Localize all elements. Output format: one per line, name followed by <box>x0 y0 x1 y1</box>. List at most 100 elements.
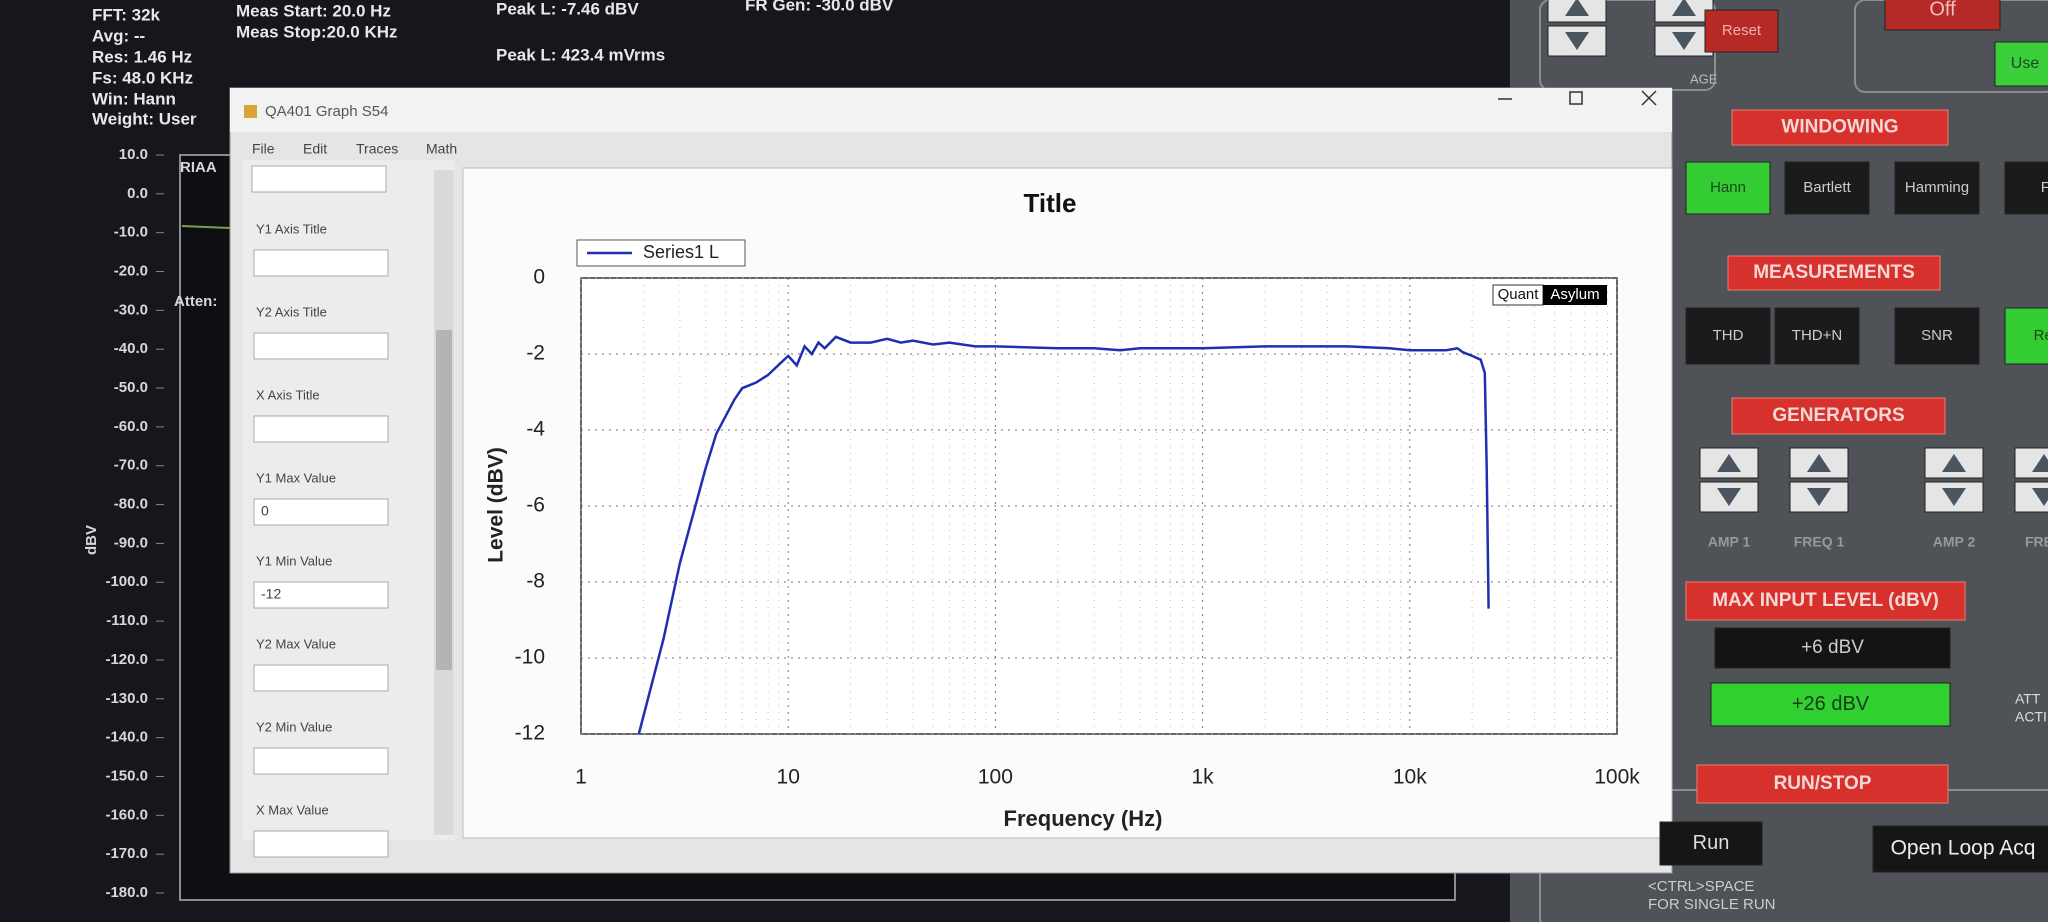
button-label: Off <box>1929 0 1956 20</box>
arrow-icon <box>1807 488 1831 506</box>
x-axis-label: Frequency (Hz) <box>1004 806 1163 831</box>
button-label: Reset <box>1722 22 1762 39</box>
button-label: THD <box>1713 327 1744 344</box>
atten-label: Atten: <box>174 293 217 310</box>
status-text: Weight: User <box>92 109 197 128</box>
field-value: 0 <box>261 503 269 519</box>
arrow-icon <box>2032 454 2048 472</box>
y-tick-label: -130.0 <box>105 690 148 707</box>
arrow-icon <box>1565 0 1589 16</box>
series-line <box>637 335 1490 735</box>
annotation-box <box>1543 285 1607 305</box>
text-box[interactable] <box>253 498 389 526</box>
field-label: Y2 Max Value <box>256 636 336 651</box>
button[interactable] <box>1894 307 1980 365</box>
app-icon <box>244 105 257 118</box>
section-header <box>1727 255 1941 291</box>
button-label: Hann <box>1710 179 1746 196</box>
section-title: MEASUREMENTS <box>1753 262 1915 283</box>
field-label: Y1 Max Value <box>256 470 336 485</box>
x-tick-label: 1k <box>1192 766 1215 789</box>
arrow-icon <box>1942 488 1966 506</box>
field-label: Y1 Min Value <box>256 553 332 568</box>
y-tick-label: -80.0 <box>114 496 148 513</box>
dialog-title: QA401 Graph S54 <box>265 103 388 120</box>
maximize-button[interactable] <box>1569 91 1583 105</box>
menu-item[interactable]: Math <box>426 141 457 157</box>
menu-item[interactable]: File <box>252 141 275 157</box>
y-tick-label: 10.0 <box>119 146 148 163</box>
menu-item[interactable]: Traces <box>356 141 398 157</box>
button[interactable] <box>2004 161 2048 215</box>
button-label: THD+N <box>1792 327 1842 344</box>
text-box[interactable] <box>253 332 389 360</box>
status-text: Avg: -- <box>92 26 145 45</box>
scrollbar-thumb[interactable] <box>436 330 452 670</box>
y-tick-label: 0 <box>533 266 545 289</box>
text-box[interactable] <box>253 581 389 609</box>
section-title: MAX INPUT LEVEL (dBV) <box>1712 590 1939 611</box>
button[interactable] <box>1774 307 1860 365</box>
y-tick-label: -90.0 <box>114 534 148 551</box>
close-button[interactable] <box>1641 90 1657 106</box>
status-text: Peak L: -7.46 dBV <box>496 0 639 18</box>
x-tick-label: 10k <box>1393 766 1427 789</box>
menu-item[interactable]: Edit <box>303 141 327 157</box>
section-title: GENERATORS <box>1772 405 1904 426</box>
arrow-icon <box>1717 488 1741 506</box>
y-tick-label: -20.0 <box>114 262 148 279</box>
text-box[interactable] <box>253 415 389 443</box>
text-box[interactable] <box>253 830 389 858</box>
field-label: Y2 Axis Title <box>256 304 327 319</box>
panel-frame <box>1854 0 2048 93</box>
button[interactable] <box>1784 161 1870 215</box>
button-label: +6 dBV <box>1801 637 1864 658</box>
button[interactable] <box>2004 307 2048 365</box>
text-box[interactable] <box>253 664 389 692</box>
button[interactable] <box>1685 161 1771 215</box>
panel-label: AGE <box>1690 71 1718 86</box>
button[interactable] <box>1994 41 2048 87</box>
status-text: Meas Start: 20.0 Hz <box>236 1 391 20</box>
y-tick-label: -4 <box>526 418 545 441</box>
button-label: Hamming <box>1905 179 1969 196</box>
button[interactable] <box>1894 161 1980 215</box>
x-tick-label: 1 <box>575 766 587 789</box>
status-text: FR Gen: -30.0 dBV <box>745 0 894 14</box>
arrow-icon <box>1672 32 1696 50</box>
button[interactable] <box>1714 627 1951 669</box>
background-trace <box>181 225 231 229</box>
field-value: -12 <box>261 586 281 602</box>
generator-label: AMP 2 <box>1933 534 1976 550</box>
y-tick-label: -12 <box>515 722 545 745</box>
y-tick-label: -6 <box>526 494 545 517</box>
button[interactable] <box>1704 9 1779 53</box>
button[interactable] <box>1872 825 2048 873</box>
arrow-button[interactable] <box>2014 481 2048 513</box>
y-tick-label: -70.0 <box>114 457 148 474</box>
button[interactable] <box>1659 821 1763 866</box>
y-tick-label: -10 <box>515 646 545 669</box>
button-label: Use <box>2011 55 2040 72</box>
button-label: Res <box>2034 327 2048 344</box>
section-title: WINDOWING <box>1781 117 1898 138</box>
section-header <box>1731 109 1949 146</box>
text-box[interactable] <box>251 165 387 193</box>
button-label: Fl <box>2041 179 2048 196</box>
button[interactable] <box>1884 0 2001 31</box>
chart-title: Title <box>1024 188 1077 218</box>
y-tick-label: -60.0 <box>114 418 148 435</box>
hint: <CTRL>SPACE <box>1648 878 1754 895</box>
button[interactable] <box>1710 682 1951 727</box>
status-text: Res: 1.46 Hz <box>92 47 192 66</box>
text-box[interactable] <box>253 747 389 775</box>
text-box[interactable] <box>253 249 389 277</box>
x-tick-label: 10 <box>777 766 800 789</box>
y-tick-label: -30.0 <box>114 301 148 318</box>
y-axis-label: Level (dBV) <box>485 447 508 563</box>
annotation: Asylum <box>1550 286 1599 303</box>
y-tick-label: -50.0 <box>114 379 148 396</box>
button[interactable] <box>1685 307 1771 365</box>
button-label: +26 dBV <box>1792 693 1870 715</box>
